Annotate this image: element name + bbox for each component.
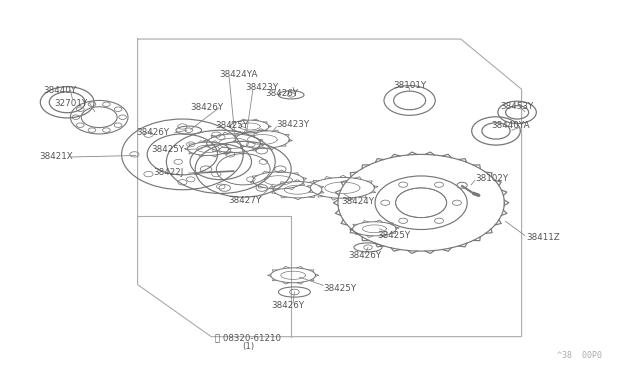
Text: 38424Y: 38424Y xyxy=(341,198,374,206)
Text: 38424YA: 38424YA xyxy=(219,70,257,79)
Text: 38102Y: 38102Y xyxy=(475,174,508,183)
Text: 38425Y: 38425Y xyxy=(216,121,249,130)
Text: 38411Z: 38411Z xyxy=(526,233,560,242)
Text: 38426Y: 38426Y xyxy=(265,89,298,98)
Text: 38426Y: 38426Y xyxy=(190,103,223,112)
Text: 38427Y: 38427Y xyxy=(228,196,261,205)
Text: 32701Y: 32701Y xyxy=(54,99,88,108)
Text: 38422J: 38422J xyxy=(154,169,184,177)
Text: 38426Y: 38426Y xyxy=(349,251,382,260)
Text: 38423Y: 38423Y xyxy=(276,120,310,129)
Text: ^38  00P0: ^38 00P0 xyxy=(557,351,602,360)
Text: 38425Y: 38425Y xyxy=(152,145,185,154)
Text: 38440Y: 38440Y xyxy=(44,86,77,95)
Text: Ⓢ 08320-61210: Ⓢ 08320-61210 xyxy=(215,333,282,342)
Text: 38453Y: 38453Y xyxy=(500,102,534,111)
Text: 38440YA: 38440YA xyxy=(492,121,530,130)
Text: (1): (1) xyxy=(243,342,254,351)
Text: 38426Y: 38426Y xyxy=(271,301,305,310)
Text: 38101Y: 38101Y xyxy=(393,81,426,90)
Text: 38425Y: 38425Y xyxy=(378,231,411,240)
Text: 38426Y: 38426Y xyxy=(136,128,170,137)
Text: 38425Y: 38425Y xyxy=(323,284,356,293)
Text: 38421X: 38421X xyxy=(40,153,74,161)
Text: 38423Y: 38423Y xyxy=(245,83,278,92)
